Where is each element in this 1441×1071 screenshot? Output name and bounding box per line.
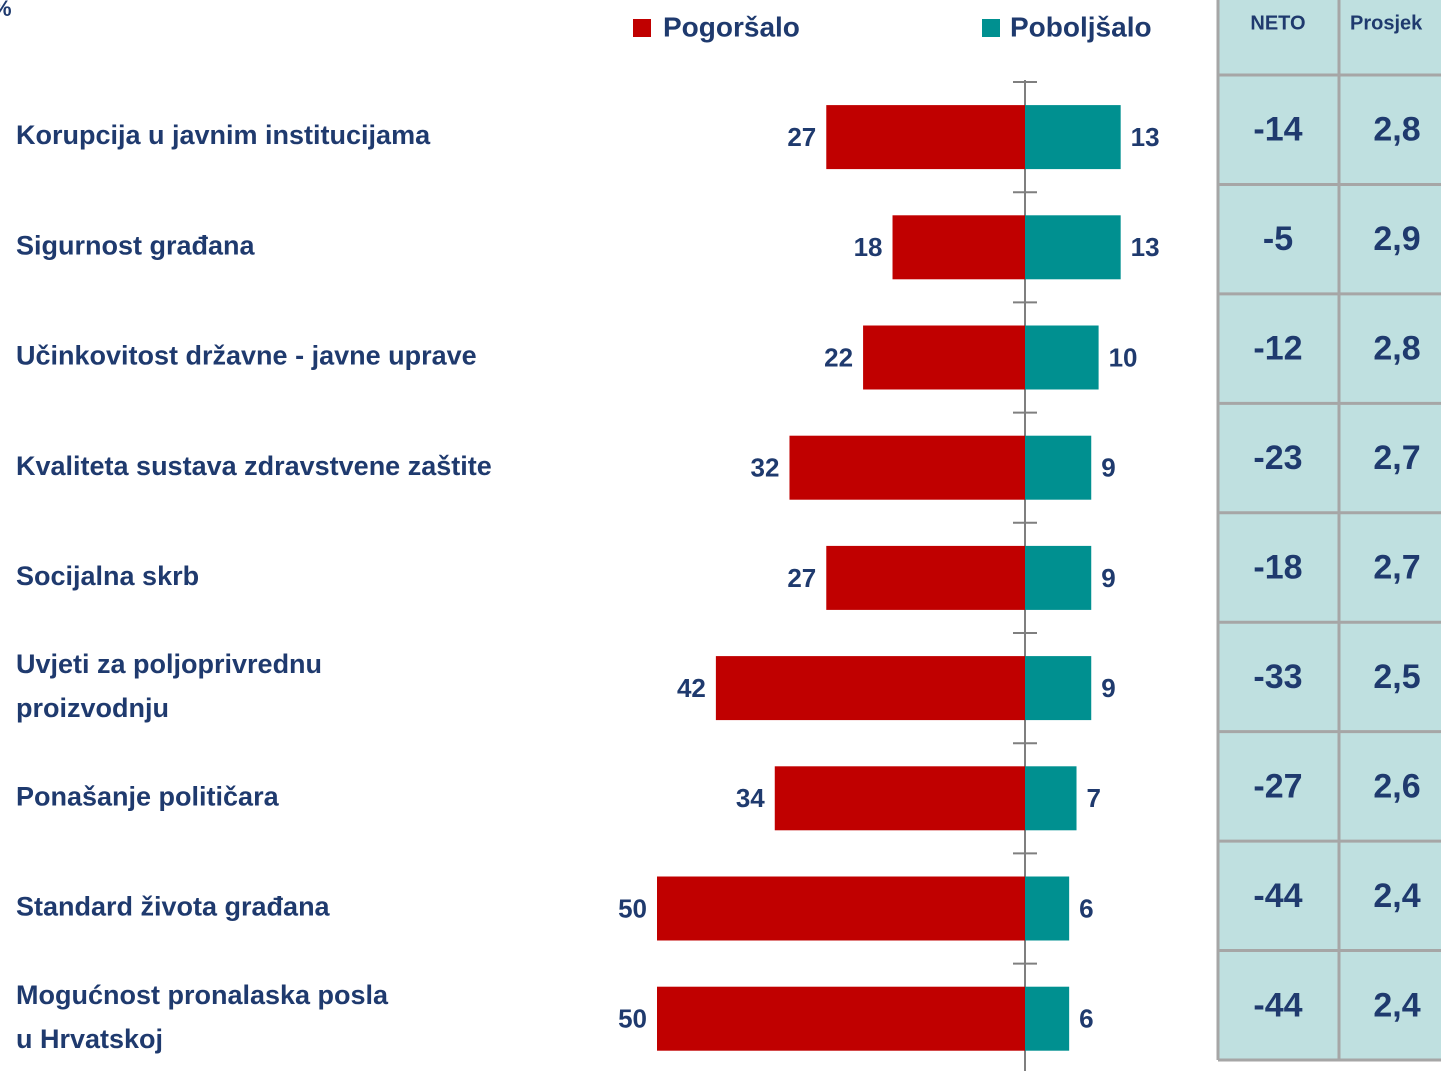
data-label: 32	[751, 453, 780, 483]
bar	[1025, 435, 1092, 500]
category-label: Kvaliteta sustava zdravstvene zaštite	[16, 451, 492, 481]
legend-swatch	[633, 19, 651, 37]
legend-label: Pogoršalo	[663, 11, 800, 42]
bar	[1025, 656, 1092, 721]
table-cell: -23	[1253, 439, 1302, 477]
bar	[715, 656, 1025, 721]
bar	[1025, 105, 1121, 170]
table-cell: 2,8	[1373, 111, 1420, 149]
table-cell: 2,5	[1373, 658, 1420, 696]
bar	[1025, 766, 1077, 831]
data-label: 50	[618, 893, 647, 923]
category-label: Ponašanje političara	[16, 781, 280, 811]
category-label: u Hrvatskoj	[16, 1024, 163, 1054]
legend-label: Poboljšalo	[1010, 11, 1152, 42]
category-label: Korupcija u javnim institucijama	[16, 120, 431, 150]
data-label: 7	[1087, 783, 1101, 813]
category-label: Uvjeti za poljoprivrednu	[16, 649, 322, 679]
bar	[1025, 215, 1121, 280]
category-label: proizvodnju	[16, 693, 169, 723]
table-cell: -44	[1253, 986, 1302, 1024]
bar	[1025, 986, 1070, 1051]
data-label: 13	[1131, 232, 1160, 262]
table-cell: 2,6	[1373, 767, 1420, 805]
bar	[789, 435, 1025, 500]
data-label: 6	[1079, 893, 1093, 923]
data-label: 9	[1101, 453, 1115, 483]
table-cell: -18	[1253, 548, 1302, 586]
bar	[657, 986, 1025, 1051]
bar	[657, 876, 1025, 941]
data-label: 6	[1079, 1004, 1093, 1034]
bar	[1025, 325, 1099, 390]
bar	[826, 545, 1025, 610]
table-cell: -5	[1263, 220, 1293, 258]
data-label: 9	[1101, 673, 1115, 703]
data-label: 42	[677, 673, 706, 703]
bar	[826, 105, 1025, 170]
table-background	[1218, 0, 1441, 1060]
data-label: 34	[736, 783, 765, 813]
table-cell: -27	[1253, 767, 1302, 805]
table-cell: 2,4	[1373, 877, 1420, 915]
table-cell: -33	[1253, 658, 1302, 696]
data-label: 10	[1109, 342, 1138, 372]
category-label: Socijalna skrb	[16, 561, 199, 591]
data-label: 22	[824, 342, 853, 372]
unit-label: %	[0, 0, 12, 21]
table-cell: 2,8	[1373, 330, 1420, 368]
table-cell: 2,4	[1373, 986, 1420, 1024]
table-cell: 2,7	[1373, 439, 1420, 477]
bar	[1025, 545, 1092, 610]
category-label: Sigurnost građana	[16, 230, 256, 260]
table-header: Prosjek	[1350, 12, 1423, 34]
category-label: Učinkovitost državne - javne uprave	[16, 341, 477, 371]
bar	[892, 215, 1025, 280]
data-label: 27	[787, 122, 816, 152]
category-label: Standard života građana	[16, 892, 331, 922]
data-label: 27	[787, 563, 816, 593]
table-header: NETO	[1250, 12, 1305, 34]
table-cell: 2,9	[1373, 220, 1420, 258]
bar	[863, 325, 1025, 390]
data-label: 18	[854, 232, 883, 262]
category-label: Mogućnost pronalaska posla	[16, 980, 389, 1010]
data-label: 9	[1101, 563, 1115, 593]
bar	[1025, 876, 1070, 941]
data-label: 50	[618, 1004, 647, 1034]
bar	[774, 766, 1025, 831]
table-cell: -14	[1253, 111, 1302, 149]
legend-swatch	[982, 19, 1000, 37]
table-cell: 2,7	[1373, 548, 1420, 586]
table-cell: -12	[1253, 330, 1302, 368]
data-label: 13	[1131, 122, 1160, 152]
table-cell: -44	[1253, 877, 1302, 915]
